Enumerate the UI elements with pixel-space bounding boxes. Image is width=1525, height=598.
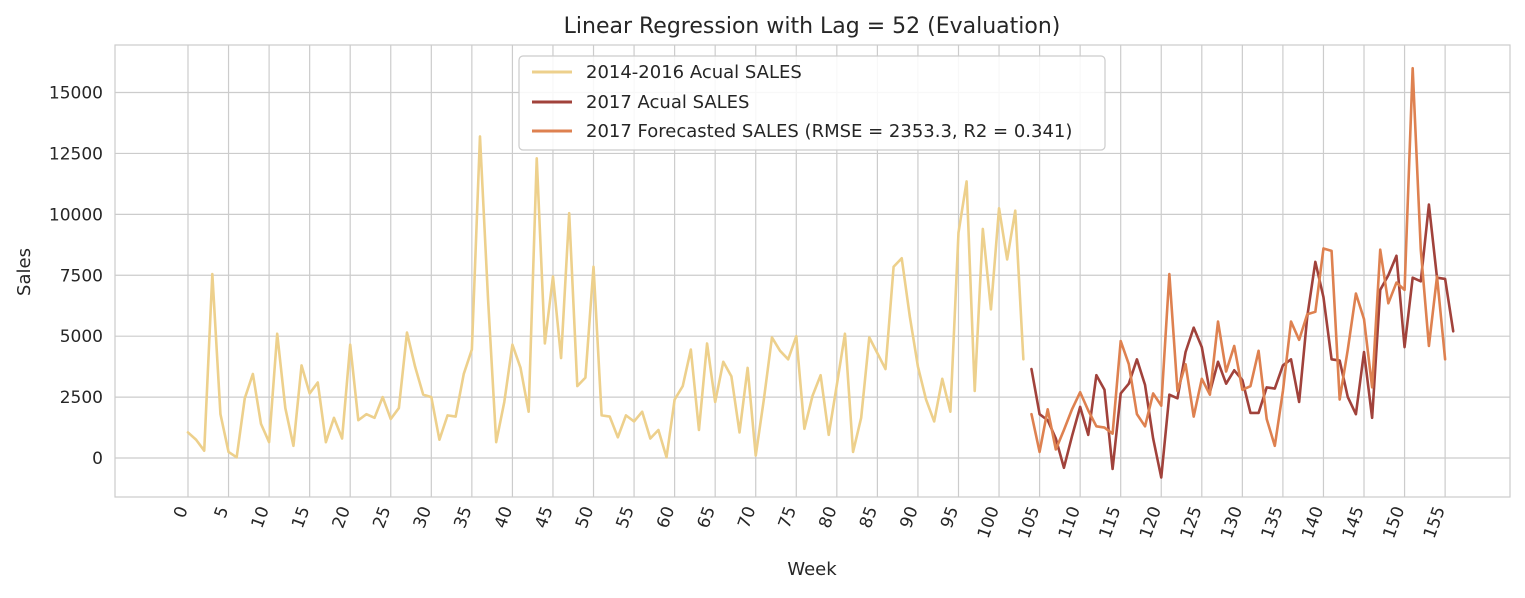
x-tick-label: 140 (1298, 504, 1328, 541)
y-tick-label: 12500 (49, 144, 103, 164)
x-tick-label: 30 (410, 504, 436, 531)
x-tick-label: 100 (974, 504, 1004, 541)
series-line-0 (186, 135, 1025, 459)
x-tick-label: 80 (815, 504, 841, 531)
legend-box (518, 55, 1106, 151)
x-tick-label: 155 (1420, 504, 1450, 541)
x-tick-label: 5 (211, 504, 233, 521)
y-tick-label: 15000 (49, 84, 103, 104)
x-tick-label: 65 (694, 504, 720, 531)
x-tick-label: 35 (450, 504, 476, 531)
x-tick-label: 90 (896, 504, 922, 531)
y-tick-label: 0 (92, 449, 103, 469)
x-tick-label: 20 (329, 504, 355, 531)
x-tick-label: 25 (369, 504, 395, 531)
x-tick-label: 135 (1258, 504, 1288, 541)
x-tick-label: 115 (1096, 504, 1126, 541)
x-tick-label: 95 (937, 504, 963, 531)
x-tick-label: 85 (856, 504, 882, 531)
legend-label-series-1: 2017 Acual SALES (586, 92, 750, 113)
x-tick-label: 70 (734, 504, 760, 531)
y-tick-label: 10000 (49, 205, 103, 225)
series-lines (186, 66, 1455, 479)
x-axis-title: Week (787, 559, 837, 580)
y-axis-title: Sales (14, 248, 35, 296)
legend-label-series-0: 2014-2016 Acual SALES (586, 62, 802, 83)
x-tick-label: 60 (653, 504, 679, 531)
y-tick-label: 7500 (60, 266, 103, 286)
x-tick-label: 15 (288, 504, 314, 531)
y-tick-labels: 0 2500 5000 7500 10000 12500 15000 (49, 84, 103, 469)
x-tick-label: 105 (1014, 504, 1044, 541)
x-tick-label: 40 (491, 504, 517, 531)
x-tick-label: 110 (1055, 504, 1085, 541)
legend: 2014-2016 Acual SALES 2017 Acual SALES 2… (518, 55, 1106, 151)
x-tick-label: 55 (613, 504, 639, 531)
x-tick-label: 125 (1177, 504, 1207, 541)
y-tick-label: 2500 (60, 388, 103, 408)
x-tick-label: 145 (1339, 504, 1369, 541)
series-line-2 (1030, 66, 1447, 454)
x-tick-labels: 0 5 10 15 20 25 30 35 40 45 50 55 60 65 70 75 80 85 90 95 10… (170, 504, 1450, 541)
x-tick-label: 120 (1136, 504, 1166, 541)
x-tick-label: 75 (775, 504, 801, 531)
series-line-1 (1030, 203, 1455, 479)
x-tick-label: 50 (572, 504, 598, 531)
legend-label-series-2: 2017 Forecasted SALES (RMSE = 2353.3, R2… (586, 121, 1072, 142)
x-tick-label: 130 (1217, 504, 1247, 541)
x-tick-label: 150 (1379, 504, 1409, 541)
y-tick-label: 5000 (60, 327, 103, 347)
chart-title: Linear Regression with Lag = 52 (Evaluat… (564, 14, 1061, 39)
x-tick-label: 45 (531, 504, 557, 531)
x-tick-label: 0 (170, 504, 192, 521)
x-tick-label: 10 (248, 504, 274, 531)
